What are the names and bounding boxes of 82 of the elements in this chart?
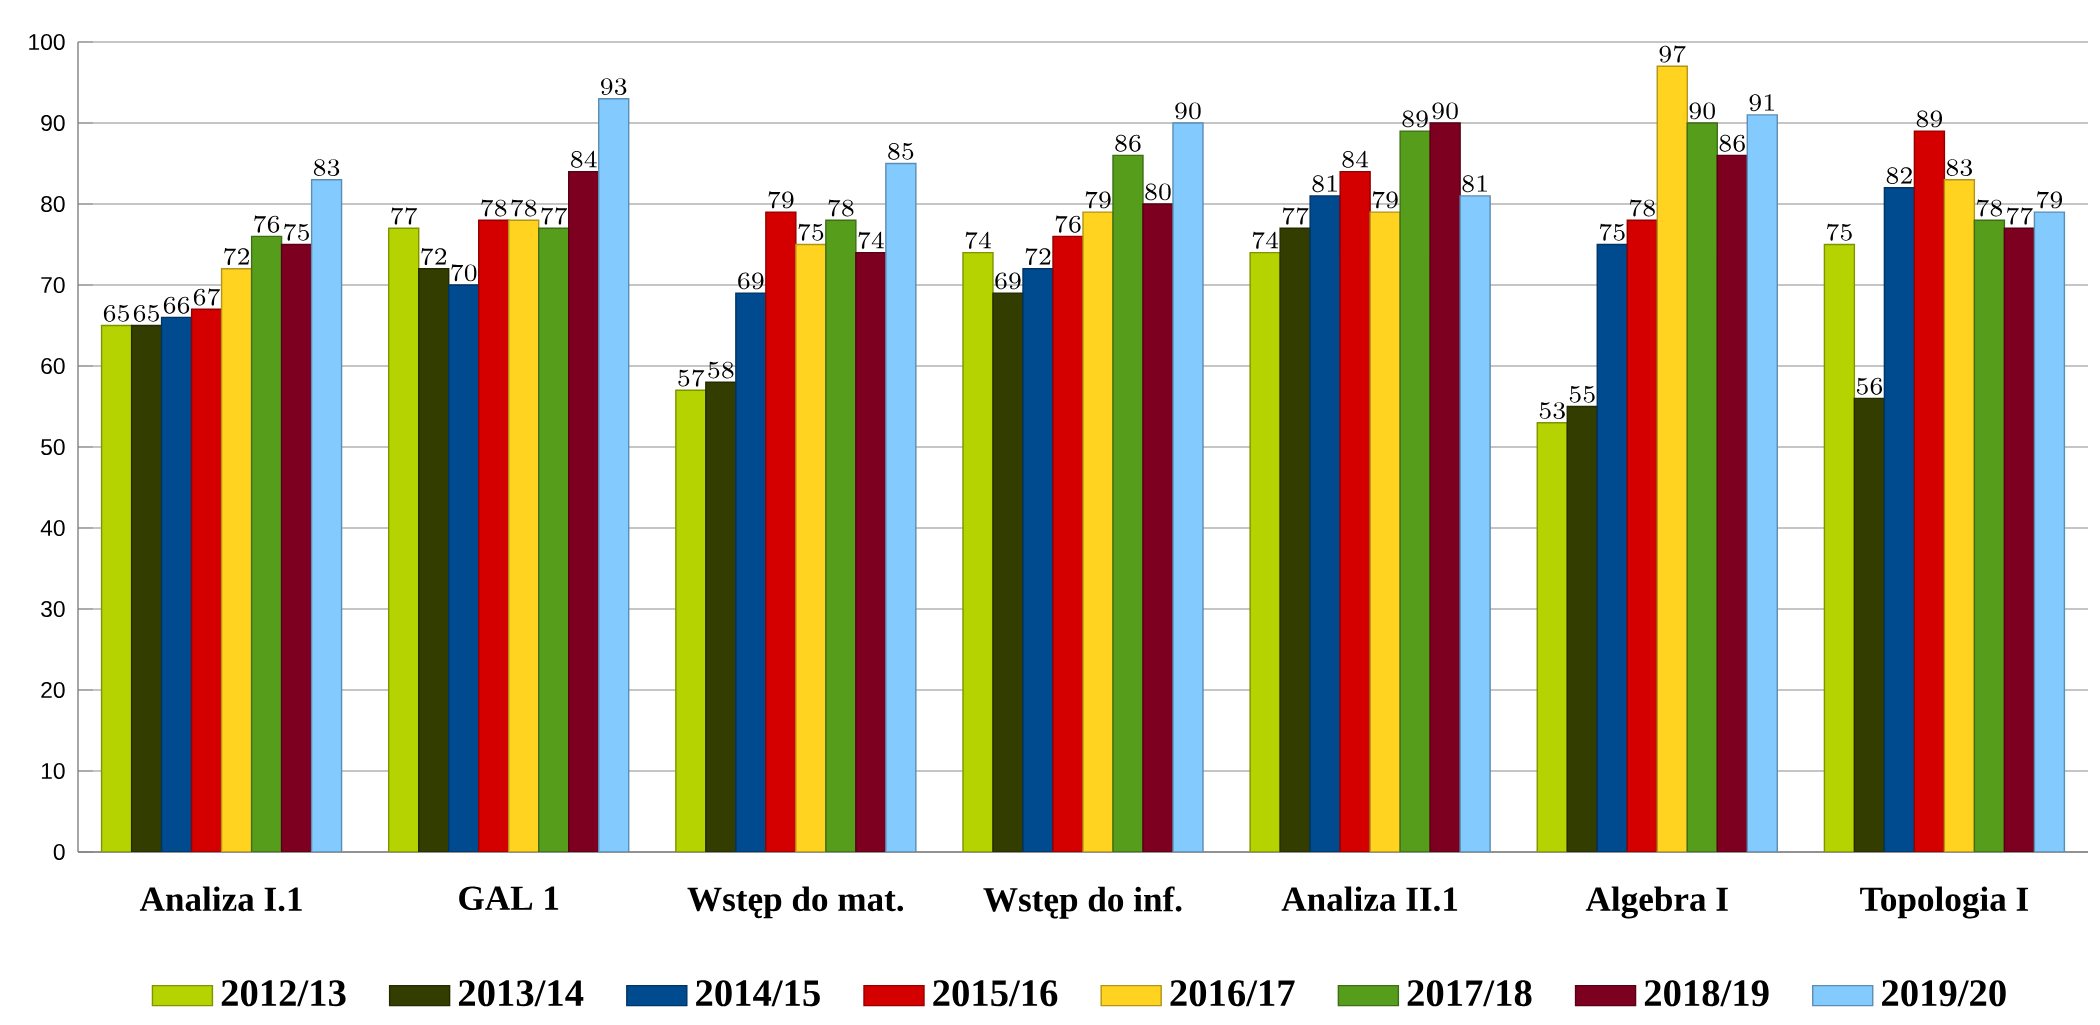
data-label: 72 [421, 247, 447, 266]
data-label: 83 [313, 159, 340, 176]
data-label: 86 [1115, 134, 1141, 152]
data-label: 83 [1946, 159, 1973, 176]
y-tick-label: 20 [41, 681, 65, 699]
y-tick-label: 100 [29, 33, 65, 51]
data-label: 97 [1659, 45, 1686, 63]
data-label: 86 [1719, 134, 1745, 152]
legend-label: 2014/15 [696, 980, 820, 1007]
y-tick-label: 10 [41, 762, 65, 780]
y-tick-label: 60 [41, 357, 65, 375]
data-label: 57 [678, 369, 705, 387]
y-tick-label: 40 [40, 519, 65, 537]
y-tick-label: 0 [53, 843, 65, 861]
data-label: 84 [1342, 150, 1369, 168]
legend-label: 2015/16 [933, 980, 1058, 1007]
data-label: 79 [1372, 191, 1398, 209]
data-label: 69 [995, 272, 1021, 290]
data-label: 78 [481, 199, 507, 217]
x-tick-label: GAL 1 [459, 886, 559, 911]
data-label: 69 [738, 272, 764, 290]
data-label: 90 [1432, 102, 1458, 120]
data-label: 77 [391, 207, 418, 225]
data-label: 67 [193, 288, 220, 306]
data-label: 79 [1085, 191, 1111, 209]
data-label: 81 [1462, 175, 1487, 193]
data-label: 75 [284, 223, 309, 241]
x-tick-label: Topologia I [1860, 886, 2029, 919]
data-label: 76 [1055, 215, 1081, 233]
x-tick-label: Analiza II.1 [1281, 886, 1458, 912]
data-label: 66 [163, 296, 190, 314]
data-label: 53 [1539, 402, 1565, 419]
data-label: 82 [1886, 167, 1912, 185]
x-tick-label: Algebra I [1585, 886, 1728, 919]
y-tick-label: 70 [41, 276, 65, 294]
data-label: 75 [1827, 223, 1852, 241]
x-tick-label: Analiza I.1 [139, 886, 302, 912]
data-label: 81 [1312, 175, 1337, 193]
data-label: 85 [888, 142, 914, 160]
legend-label: 2018/19 [1644, 980, 1769, 1007]
data-label: 76 [254, 215, 280, 233]
legend-label: 2013/14 [458, 980, 584, 1007]
y-tick-label: 80 [41, 195, 65, 213]
data-label: 75 [1599, 223, 1625, 241]
legend-label: 2019/20 [1882, 980, 2006, 1007]
data-label: 79 [768, 191, 794, 209]
data-label: 77 [2007, 207, 2033, 225]
data-label: 90 [1175, 102, 1201, 120]
data-label: 78 [511, 199, 537, 217]
data-label: 75 [798, 223, 824, 241]
data-label: 70 [451, 264, 477, 282]
data-label: 93 [601, 78, 627, 95]
data-label: 89 [1916, 110, 1943, 128]
x-tick-label: Wstęp do mat. [687, 886, 904, 919]
data-label: 56 [1856, 377, 1883, 395]
data-label: 77 [541, 207, 568, 225]
data-label: 79 [2037, 191, 2063, 209]
data-label: 74 [1252, 231, 1279, 249]
legend-label: 2012/13 [221, 980, 346, 1007]
data-label: 78 [1977, 199, 2003, 217]
data-label: 55 [1569, 385, 1595, 403]
x-tick-label: Wstęp do inf. [983, 886, 1182, 919]
data-label: 91 [1749, 94, 1774, 112]
data-label: 77 [1282, 207, 1309, 225]
data-label: 80 [1145, 183, 1171, 201]
data-label: 58 [708, 361, 734, 379]
data-label: 72 [224, 247, 249, 266]
y-tick-label: 30 [41, 600, 65, 618]
y-tick-label: 90 [41, 114, 65, 132]
data-label: 65 [103, 304, 129, 322]
data-label: 78 [828, 199, 854, 217]
legend-label: 2016/17 [1170, 980, 1295, 1007]
data-label: 90 [1689, 102, 1715, 120]
data-label: 78 [1629, 199, 1655, 217]
data-label: 74 [965, 231, 991, 249]
data-label: 74 [858, 231, 884, 249]
legend-label: 2017/18 [1407, 980, 1532, 1007]
data-label: 89 [1402, 110, 1428, 128]
data-label: 65 [133, 304, 159, 322]
data-label: 84 [571, 150, 597, 168]
data-label: 72 [1025, 247, 1051, 266]
y-tick-label: 50 [41, 438, 65, 456]
